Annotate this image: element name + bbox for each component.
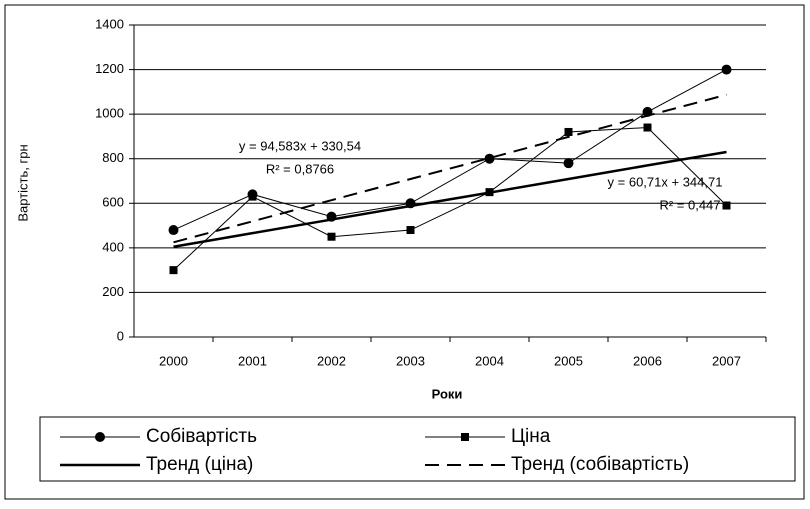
y-tick-label: 1000 [95,106,124,121]
point [564,127,573,136]
point [563,158,574,169]
trend-annotation: y = 60,71x + 344,71 [608,174,723,189]
point [248,192,257,201]
x-axis-label: Роки [432,386,463,401]
series-line [173,127,727,271]
x-tick-label: 2006 [633,353,662,368]
point [485,188,494,197]
trend-annotation: R² = 0,8766 [266,161,334,176]
legend-label: Собівартість [146,426,257,447]
series-line [173,150,727,248]
x-tick-label: 2002 [317,353,346,368]
legend [39,416,796,482]
trend-annotation: y = 94,583x + 330,54 [239,138,361,153]
point [405,198,416,209]
point [169,266,178,275]
x-tick-label: 2001 [238,353,267,368]
x-tick-label: 2007 [712,353,741,368]
y-tick-label: 200 [102,284,124,299]
point [484,153,495,164]
y-tick-label: 800 [102,150,124,165]
point [461,433,469,441]
point [721,64,732,75]
x-tick-label: 2003 [396,353,425,368]
point [168,225,179,236]
y-axis-label: Вартість, грн [15,144,30,221]
y-tick-label: 0 [117,328,124,343]
point [722,201,731,210]
y-tick-label: 1200 [95,61,124,76]
x-tick-label: 2004 [475,353,504,368]
y-tick-label: 400 [102,239,124,254]
point [643,123,652,132]
trend-annotation: R² = 0,447 [659,197,720,212]
point [642,106,653,117]
point [327,232,336,241]
legend-label: Тренд (собівартість) [511,454,689,475]
x-tick-label: 2000 [159,353,188,368]
y-tick-label: 600 [102,195,124,210]
point [326,211,337,222]
legend-label: Ціна [511,426,551,447]
point [406,226,415,235]
series-line [173,93,727,244]
legend-label: Тренд (ціна) [146,454,253,475]
point [95,432,105,442]
series-line [173,69,727,231]
x-tick-label: 2005 [554,353,583,368]
y-tick-label: 1400 [95,16,124,31]
